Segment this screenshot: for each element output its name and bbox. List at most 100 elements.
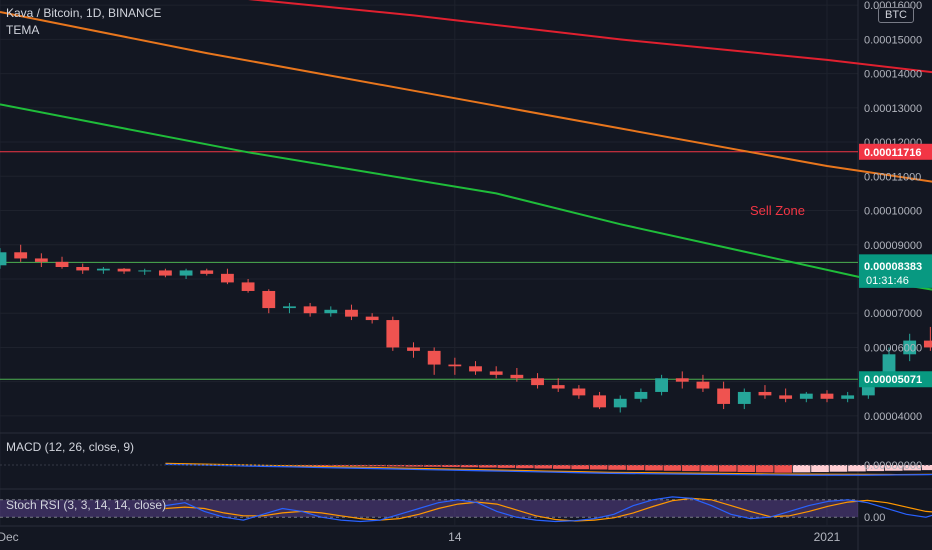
currency-badge[interactable]: BTC [878,7,914,23]
price-label-box [859,143,932,160]
candle-body [737,391,751,404]
macd-histogram-bar [848,465,866,472]
macd-histogram-bar [811,465,829,473]
macd-histogram-bar [626,465,645,471]
sell-zone-label: Sell Zone [750,203,805,218]
candle-body [489,371,503,375]
price-tick-label: 0.00013000 [864,103,922,115]
price-tick-label: 0.00010000 [864,206,922,218]
macd-histogram-bar [718,465,737,472]
candle-body [76,267,90,271]
macd-tick-label: 0.00000000 [864,460,922,472]
candle-body [779,395,793,399]
moving-averages [0,0,932,291]
candles [0,244,932,413]
macd-histogram-bar [294,465,313,466]
candle-body [179,270,193,276]
price-label-box [859,257,932,288]
symbol-title: Kava / Bitcoin, 1D, BINANCE [6,6,162,20]
candle-body [696,381,710,389]
macd-histogram-bar [682,465,700,472]
candle-body [365,316,379,321]
candle-body [510,374,524,379]
candle-body [117,268,131,272]
countdown-label: 01:31:46 [866,275,909,287]
candle-body [345,309,358,317]
macd-histogram-bar [534,465,553,469]
macd-histogram-bar [774,465,792,473]
macd-line [165,463,932,476]
price-label-box [859,371,932,388]
moving-average-line [0,103,932,291]
candle-body [138,270,152,272]
candle-body [903,340,917,355]
macd-histogram-bar [552,465,571,469]
moving-average-line [0,11,932,183]
macd-histogram-bar [423,465,442,467]
candle-body [386,320,400,348]
candle-body [0,252,7,266]
candle-body [200,270,214,274]
macd-histogram-bar [755,465,774,473]
candle-body [55,261,69,268]
indicator-label: TEMA [6,23,40,37]
stoch-rsi-pane [0,496,932,523]
macd-histogram-bar [368,465,387,467]
macd-signal-line [165,462,932,476]
price-tick-label: 0.00015000 [864,34,922,46]
price-labels: 0.000117160.000084860.0000838301:31:460.… [859,143,932,388]
price-tick-label: 0.00004000 [864,411,922,423]
horizontal-levels [0,151,858,380]
macd-histogram-bar [608,465,626,470]
macd-histogram-bar [515,465,534,469]
candle-body [324,309,338,314]
candle-body [407,347,420,351]
stoch-rsi-label: Stoch RSI (3, 3, 14, 14, close) [6,498,166,512]
candle-body [758,391,772,396]
stoch-d-line [165,497,932,522]
candle-body [655,378,668,392]
price-tick-label: 0.00009000 [864,240,922,252]
candle-body [262,290,276,309]
candle-body [593,395,606,408]
time-tick-label: 14 [448,530,462,544]
price-tick-label: 0.00014000 [864,69,922,81]
macd-histogram-bar [903,465,922,471]
candle-body [923,340,932,348]
time-tick-label: Dec [0,530,19,544]
macd-label: MACD (12, 26, close, 9) [6,440,134,454]
macd-histogram-bar [349,465,368,467]
time-axis: Dec1420211121Feb15Mar15 [0,530,841,544]
price-label-text: 0.00011716 [864,147,922,159]
macd-histogram-bar [885,465,903,471]
candle-body [551,385,565,389]
macd-histogram-bar [921,465,932,471]
macd-histogram-bar [737,465,756,473]
price-label-text: 0.00008383 [864,261,922,273]
macd-histogram-bar [866,465,885,472]
time-tick-label: 2021 [814,530,841,544]
candle-body [531,378,544,386]
candle-body [283,306,296,309]
macd-histogram-bar [792,465,811,473]
moving-average-line [248,0,932,74]
macd-histogram-bar [497,465,516,468]
macd-histogram-bar [589,465,608,470]
candle-body [221,273,234,283]
candle-body [675,378,689,382]
candle-body [799,393,813,399]
macd-histogram-bar [700,465,719,472]
macd-histogram-bar [829,465,848,472]
price-label-text: 0.00005071 [864,374,922,386]
candle-body [427,350,441,365]
stoch-band-fill [0,499,858,518]
candle-body [572,388,586,396]
stoch-k-line [165,496,932,523]
price-tick-label: 0.00006000 [864,342,922,354]
macd-histogram-bar [479,465,497,468]
candle-body [634,391,648,399]
candle-body [448,364,462,367]
macd-histogram-bar [663,465,682,471]
